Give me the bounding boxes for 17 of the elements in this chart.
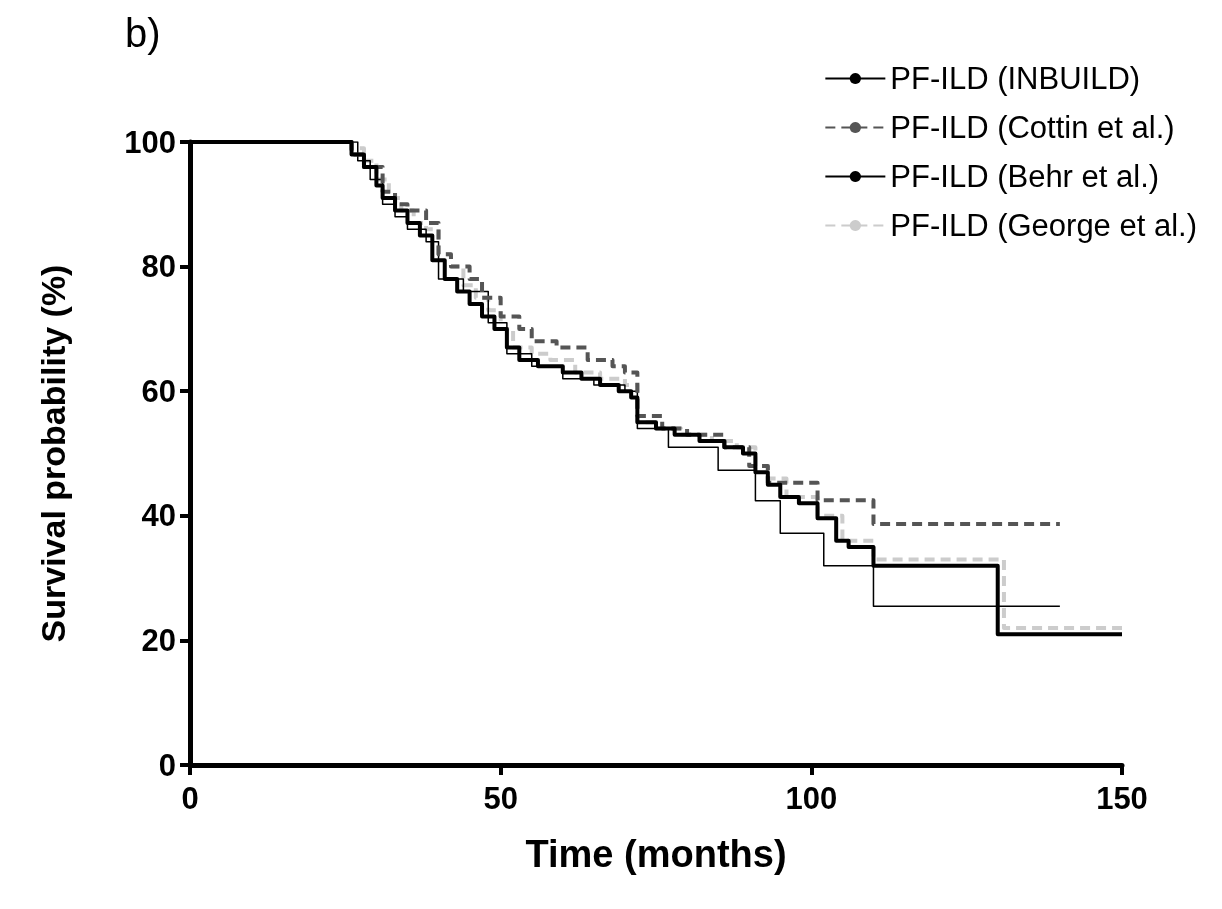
x-tick-label: 0 [181, 781, 199, 816]
legend-label: PF-ILD (Behr et al.) [890, 159, 1160, 194]
chart-title: b) [125, 11, 161, 55]
legend-label: PF-ILD (George et al.) [890, 208, 1197, 243]
legend-label: PF-ILD (INBUILD) [890, 61, 1141, 96]
y-tick-label: 80 [141, 249, 176, 285]
y-tick-label: 100 [124, 124, 176, 160]
legend-label: PF-ILD (Cottin et al.) [890, 110, 1175, 145]
y-axis-title: Survival probability (%) [34, 264, 72, 643]
x-tick-label: 150 [1096, 781, 1148, 816]
x-tick-label: 100 [785, 781, 838, 816]
y-tick-label: 0 [158, 747, 176, 783]
x-axis-title: Time (months) [525, 833, 787, 875]
y-tick-label: 20 [141, 622, 176, 658]
y-tick-label: 40 [141, 498, 176, 534]
x-tick-label: 50 [483, 781, 518, 816]
y-tick-label: 60 [141, 373, 176, 409]
